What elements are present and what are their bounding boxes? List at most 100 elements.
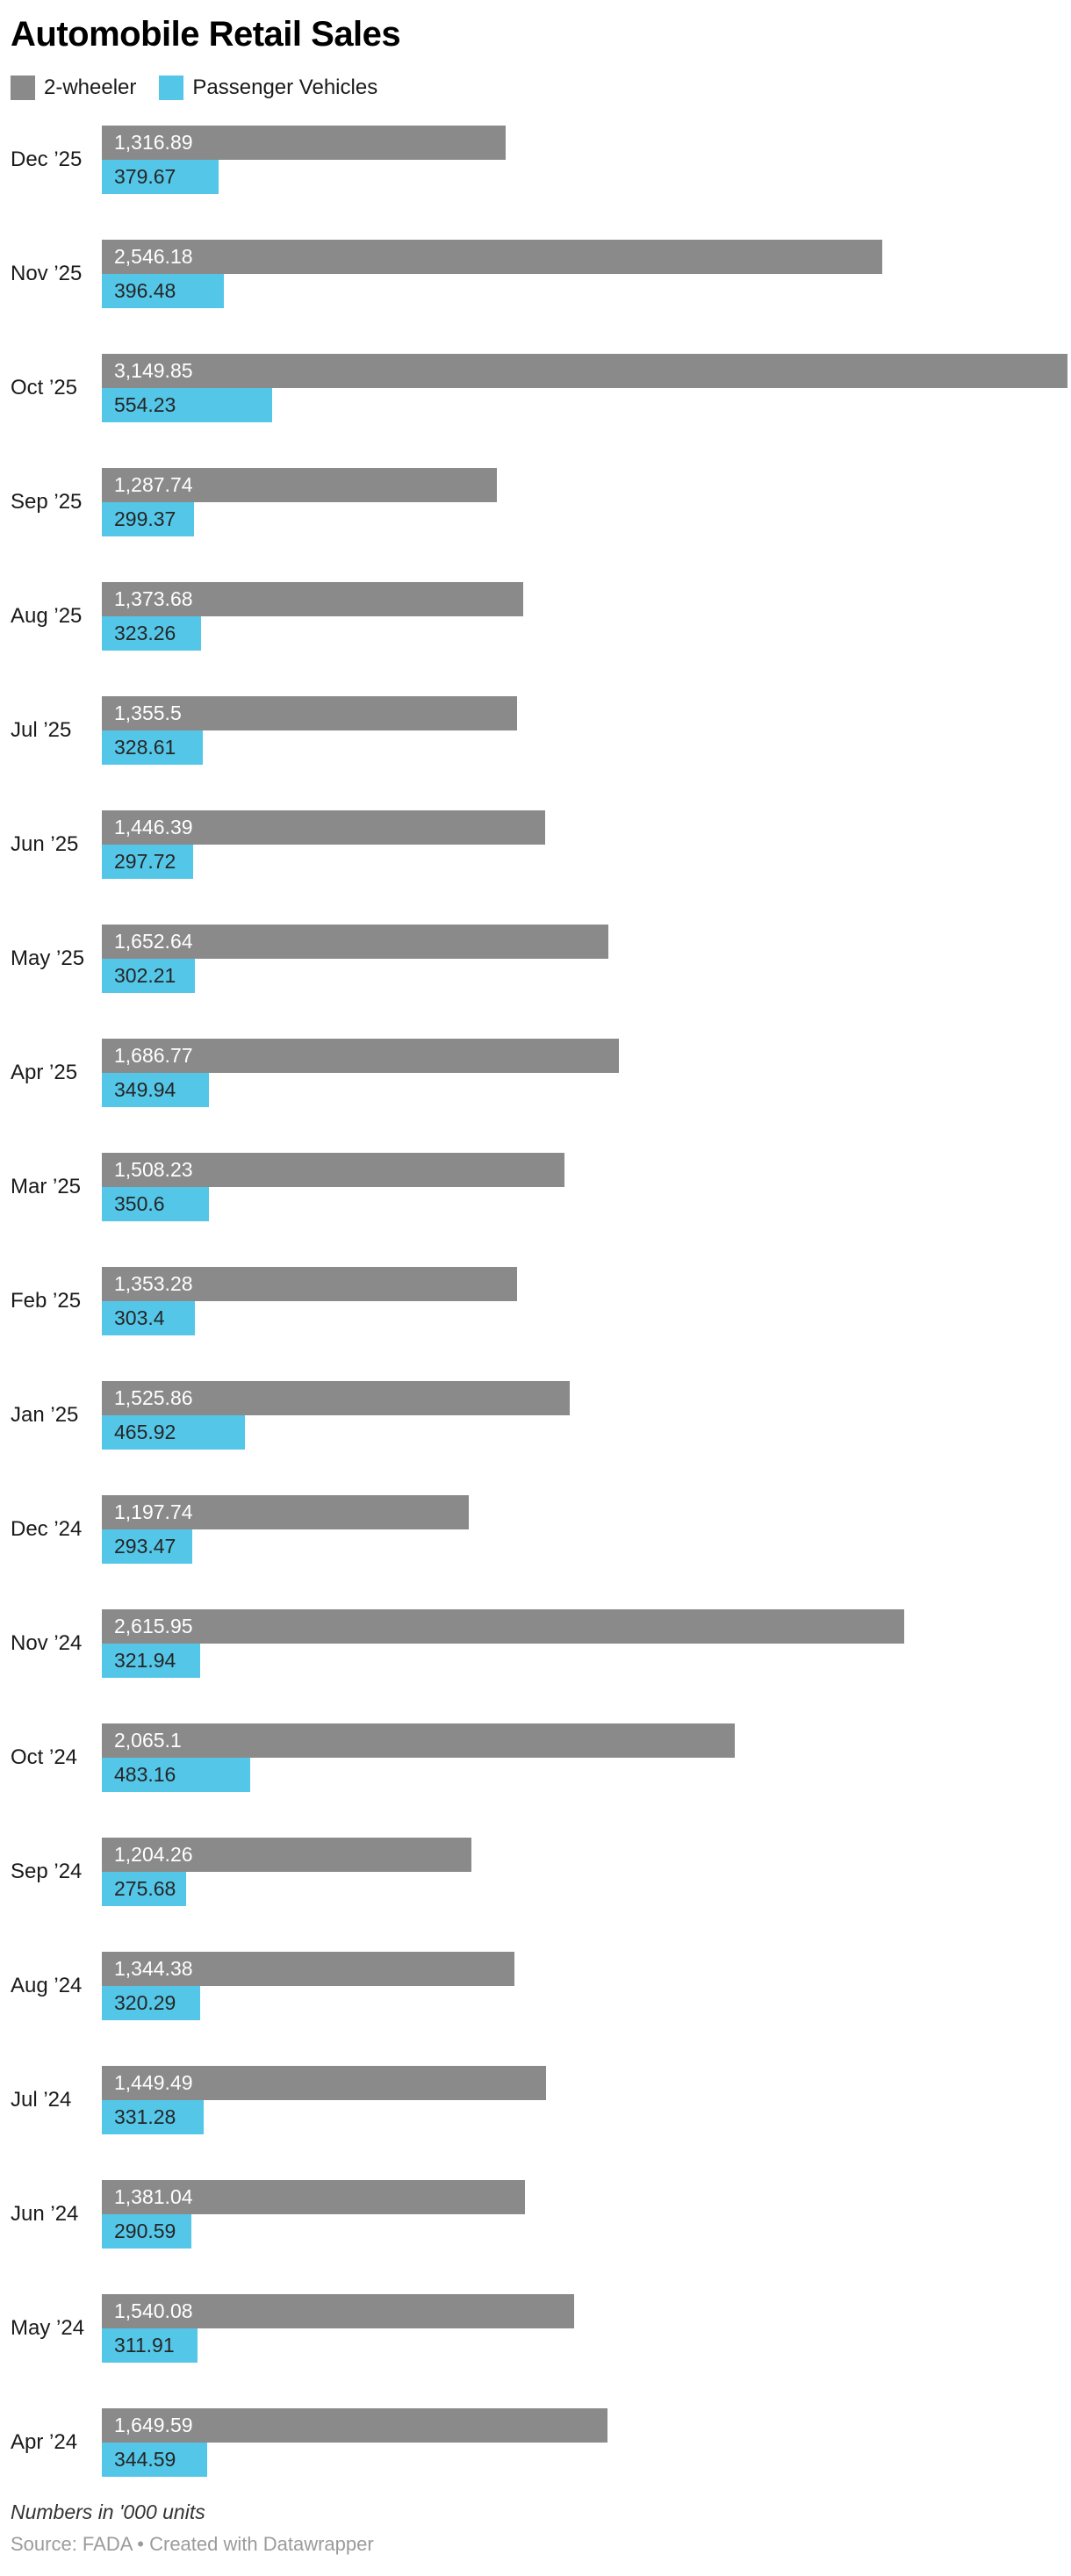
bar-passenger-vehicles: 465.92 [102, 1415, 245, 1450]
value-label-2-wheeler: 1,197.74 [114, 1500, 193, 1523]
category-label: Jun ’25 [11, 832, 79, 856]
legend-item-2-wheeler: 2-wheeler [11, 76, 136, 100]
category-label: Oct ’25 [11, 376, 78, 399]
bar-group: 1,197.74 293.47 [102, 1495, 1071, 1564]
bar-2-wheeler: 1,446.39 [102, 810, 546, 845]
bar-group: 1,525.86 465.92 [102, 1381, 1071, 1450]
bar-2-wheeler: 2,065.1 [102, 1723, 736, 1758]
value-label-passenger-vehicles: 483.16 [114, 1763, 176, 1786]
bar-group: 1,355.5 328.61 [102, 696, 1071, 765]
chart-row: Apr ’25 1,686.77 349.94 [11, 1039, 1071, 1107]
bar-passenger-vehicles: 396.48 [102, 274, 224, 308]
value-label-passenger-vehicles: 554.23 [114, 393, 176, 416]
value-label-2-wheeler: 1,449.49 [114, 2071, 193, 2094]
chart-row: Feb ’25 1,353.28 303.4 [11, 1267, 1071, 1335]
bar-2-wheeler: 1,686.77 [102, 1039, 620, 1073]
bar-group: 1,373.68 323.26 [102, 582, 1071, 651]
bar-passenger-vehicles: 349.94 [102, 1073, 210, 1107]
bar-passenger-vehicles: 303.4 [102, 1301, 195, 1335]
bar-passenger-vehicles: 350.6 [102, 1187, 210, 1221]
category-label: May ’25 [11, 946, 85, 970]
chart-row: Nov ’25 2,546.18 396.48 [11, 240, 1071, 308]
page-title: Automobile Retail Sales [11, 15, 401, 54]
bar-2-wheeler: 3,149.85 [102, 354, 1067, 388]
category-label: Jan ’25 [11, 1403, 79, 1427]
bar-group: 1,652.64 302.21 [102, 925, 1071, 993]
value-label-2-wheeler: 1,373.68 [114, 587, 193, 610]
bar-2-wheeler: 1,508.23 [102, 1153, 564, 1187]
bar-2-wheeler: 1,204.26 [102, 1838, 471, 1872]
chart-note: Numbers in '000 units [11, 2500, 205, 2523]
value-label-passenger-vehicles: 396.48 [114, 279, 176, 302]
value-label-passenger-vehicles: 321.94 [114, 1649, 176, 1672]
bar-2-wheeler: 1,316.89 [102, 126, 506, 160]
chart-row: Jul ’25 1,355.5 328.61 [11, 696, 1071, 765]
value-label-passenger-vehicles: 323.26 [114, 622, 176, 644]
chart-row: Apr ’24 1,649.59 344.59 [11, 2408, 1071, 2477]
bar-2-wheeler: 1,540.08 [102, 2294, 574, 2328]
chart-row: Dec ’25 1,316.89 379.67 [11, 126, 1071, 194]
bar-passenger-vehicles: 299.37 [102, 502, 194, 536]
value-label-2-wheeler: 1,446.39 [114, 816, 193, 838]
bar-group: 1,540.08 311.91 [102, 2294, 1071, 2363]
chart-legend: 2-wheeler Passenger Vehicles [11, 76, 1071, 100]
bar-passenger-vehicles: 321.94 [102, 1644, 201, 1678]
chart-row: Oct ’24 2,065.1 483.16 [11, 1723, 1071, 1792]
value-label-2-wheeler: 3,149.85 [114, 359, 193, 382]
chart-row: May ’25 1,652.64 302.21 [11, 925, 1071, 993]
value-label-passenger-vehicles: 465.92 [114, 1421, 176, 1443]
bar-2-wheeler: 1,652.64 [102, 925, 609, 959]
value-label-2-wheeler: 1,525.86 [114, 1386, 193, 1409]
bar-group: 1,649.59 344.59 [102, 2408, 1071, 2477]
bar-group: 1,686.77 349.94 [102, 1039, 1071, 1107]
category-label: Aug ’24 [11, 1974, 83, 1997]
value-label-2-wheeler: 1,287.74 [114, 473, 193, 496]
category-label: Aug ’25 [11, 604, 83, 628]
value-label-passenger-vehicles: 349.94 [114, 1078, 176, 1101]
bar-passenger-vehicles: 302.21 [102, 959, 195, 993]
bar-passenger-vehicles: 331.28 [102, 2100, 204, 2134]
value-label-passenger-vehicles: 331.28 [114, 2105, 176, 2128]
bar-group: 1,353.28 303.4 [102, 1267, 1071, 1335]
category-label: May ’24 [11, 2316, 85, 2340]
bar-passenger-vehicles: 379.67 [102, 160, 219, 194]
bar-passenger-vehicles: 320.29 [102, 1986, 200, 2020]
bar-2-wheeler: 2,546.18 [102, 240, 883, 274]
value-label-passenger-vehicles: 297.72 [114, 850, 176, 873]
bar-group: 1,344.38 320.29 [102, 1952, 1071, 2020]
bar-2-wheeler: 1,197.74 [102, 1495, 470, 1529]
bar-group: 1,204.26 275.68 [102, 1838, 1071, 1906]
category-label: Jun ’24 [11, 2202, 79, 2226]
bar-group: 1,508.23 350.6 [102, 1153, 1071, 1221]
category-label: Mar ’25 [11, 1175, 82, 1198]
value-label-2-wheeler: 1,353.28 [114, 1272, 193, 1295]
bar-group: 1,446.39 297.72 [102, 810, 1071, 879]
chart-row: May ’24 1,540.08 311.91 [11, 2294, 1071, 2363]
chart-row: Nov ’24 2,615.95 321.94 [11, 1609, 1071, 1678]
bar-2-wheeler: 1,373.68 [102, 582, 523, 616]
value-label-2-wheeler: 1,652.64 [114, 930, 193, 953]
chart-source: Source: FADA • Created with Datawrapper [11, 2533, 374, 2555]
bar-group: 1,316.89 379.67 [102, 126, 1071, 194]
value-label-2-wheeler: 2,615.95 [114, 1615, 193, 1637]
category-label: Sep ’24 [11, 1860, 83, 1883]
chart-row: Aug ’24 1,344.38 320.29 [11, 1952, 1071, 2020]
category-label: Oct ’24 [11, 1745, 78, 1769]
legend-item-passenger-vehicles: Passenger Vehicles [159, 76, 377, 100]
value-label-passenger-vehicles: 350.6 [114, 1192, 165, 1215]
bar-2-wheeler: 1,353.28 [102, 1267, 517, 1301]
bar-passenger-vehicles: 328.61 [102, 730, 203, 765]
bar-group: 2,546.18 396.48 [102, 240, 1071, 308]
legend-label-passenger-vehicles: Passenger Vehicles [192, 76, 378, 99]
bar-group: 1,287.74 299.37 [102, 468, 1071, 536]
chart-row: Sep ’25 1,287.74 299.37 [11, 468, 1071, 536]
legend-swatch-passenger-vehicles [159, 76, 184, 100]
value-label-2-wheeler: 2,065.1 [114, 1729, 182, 1752]
bar-group: 2,065.1 483.16 [102, 1723, 1071, 1792]
bar-passenger-vehicles: 290.59 [102, 2214, 191, 2249]
value-label-passenger-vehicles: 293.47 [114, 1535, 176, 1558]
chart-row: Aug ’25 1,373.68 323.26 [11, 582, 1071, 651]
value-label-2-wheeler: 2,546.18 [114, 245, 193, 268]
value-label-passenger-vehicles: 379.67 [114, 165, 176, 188]
